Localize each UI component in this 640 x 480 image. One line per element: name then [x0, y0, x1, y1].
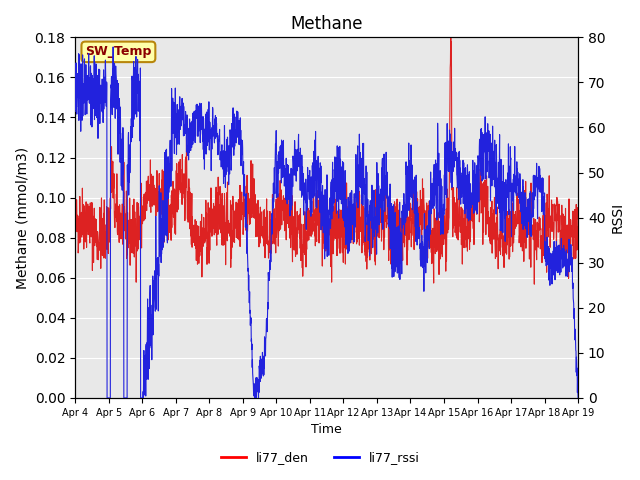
Legend: li77_den, li77_rssi: li77_den, li77_rssi [216, 446, 424, 469]
Y-axis label: Methane (mmol/m3): Methane (mmol/m3) [15, 146, 29, 288]
Y-axis label: RSSI: RSSI [611, 202, 625, 233]
X-axis label: Time: Time [311, 423, 342, 436]
Title: Methane: Methane [291, 15, 363, 33]
Text: SW_Temp: SW_Temp [85, 46, 152, 59]
